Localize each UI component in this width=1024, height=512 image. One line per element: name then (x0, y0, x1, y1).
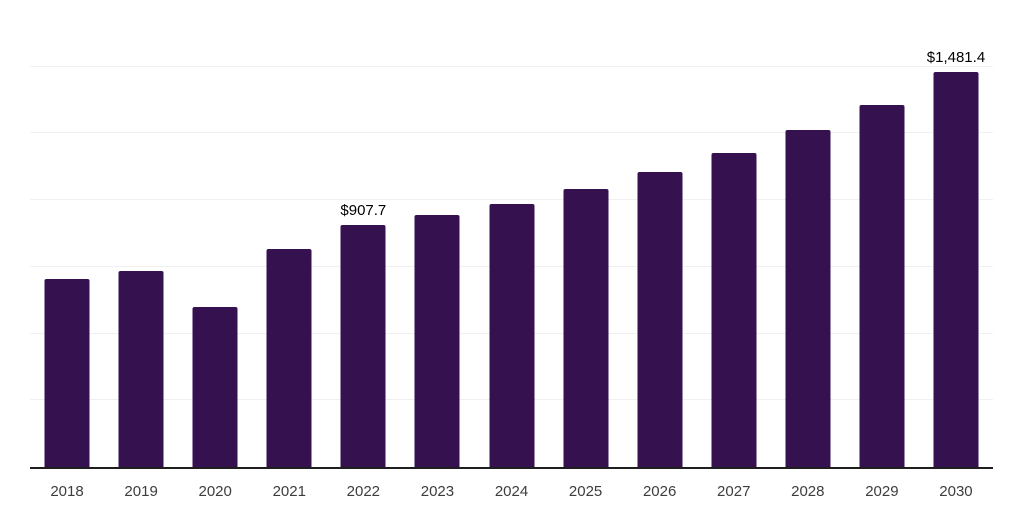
bar-2025 (563, 188, 609, 467)
x-tick-2027: 2027 (717, 483, 751, 500)
bar-slot-2019 (104, 2, 178, 467)
bar-slot-2030: $1,481.4 (919, 2, 993, 467)
bar-slot-2018 (30, 2, 104, 467)
bar-2027 (711, 152, 757, 467)
bar-2023 (414, 215, 460, 467)
x-tick-2026: 2026 (642, 483, 677, 500)
bar-2030 (933, 71, 979, 467)
bar-2019 (118, 270, 164, 467)
bar-slot-2022: $907.7 (326, 2, 400, 467)
bar-2024 (489, 203, 534, 467)
x-tick-2028: 2028 (791, 483, 825, 500)
gridline (30, 199, 993, 201)
bar-2020 (192, 306, 238, 467)
data-label-2022: $907.7 (340, 201, 387, 219)
x-tick-2030: 2030 (939, 483, 973, 500)
x-tick-2022: 2022 (346, 483, 381, 500)
x-tick-2019: 2019 (124, 483, 158, 500)
x-axis: 2018 2019 2020 2021 2022 2023 2024 2025 2026 2027… (30, 471, 993, 500)
bar-2029 (859, 105, 905, 467)
gridline (30, 132, 993, 134)
bar-2026 (637, 172, 683, 467)
x-tick-2023: 2023 (420, 483, 455, 500)
bar-slot-2021 (252, 2, 326, 467)
bar-slot-2028 (771, 2, 845, 467)
bar-slot-2023 (400, 2, 474, 467)
bar-slot-2029 (845, 2, 919, 467)
x-tick-2024: 2024 (494, 483, 529, 500)
bar-slot-2027 (697, 2, 771, 467)
gridline (30, 65, 993, 67)
bars-container: $907.7 $1,481.4 (30, 2, 993, 467)
x-tick-2018: 2018 (50, 483, 84, 500)
bar-2021 (266, 248, 312, 467)
x-tick-2021: 2021 (272, 483, 306, 500)
x-tick-2025: 2025 (568, 483, 603, 500)
x-tick-2029: 2029 (865, 483, 899, 500)
bar-slot-2026 (623, 2, 697, 467)
bar-2022 (340, 224, 386, 467)
bar-2018 (44, 278, 90, 467)
plot-area: $907.7 $1,481.4 (30, 2, 993, 469)
data-label-2030: $1,481.4 (926, 48, 986, 66)
bar-slot-2024 (474, 2, 548, 467)
bar-slot-2020 (178, 2, 252, 467)
x-tick-2020: 2020 (198, 483, 232, 500)
bar-2028 (785, 129, 831, 467)
bar-slot-2025 (549, 2, 623, 467)
